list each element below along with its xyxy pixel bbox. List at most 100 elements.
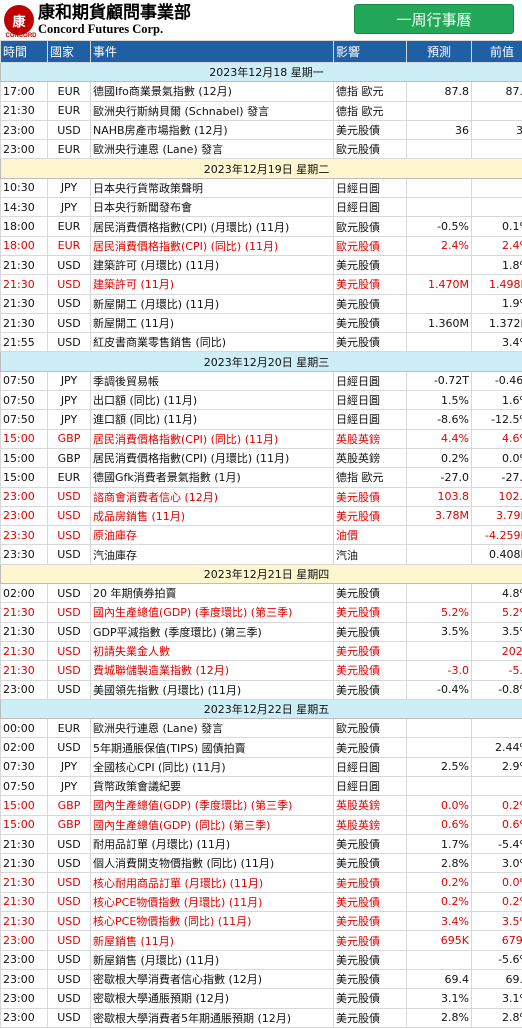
event-previous: -5.4% <box>472 834 522 853</box>
event-country: JPY <box>48 198 91 217</box>
event-name: 出口額 (同比) (11月) <box>91 391 334 410</box>
event-impact: 美元股債 <box>334 680 407 699</box>
event-previous: -0.8% <box>472 680 522 699</box>
event-impact: 美元股債 <box>334 313 407 332</box>
event-country: USD <box>48 487 91 506</box>
event-impact: 美元股債 <box>334 854 407 873</box>
event-previous: 34 <box>472 120 522 139</box>
event-forecast: 695K <box>407 931 472 950</box>
date-row: 2023年12月19日 星期二 <box>1 159 522 178</box>
event-country: USD <box>48 526 91 545</box>
event-country: USD <box>48 622 91 641</box>
event-country: USD <box>48 275 91 294</box>
event-name: 個人消費開支物價指數 (同比) (11月) <box>91 854 334 873</box>
event-country: JPY <box>48 391 91 410</box>
column-header-impact: 影響 <box>334 41 407 63</box>
event-country: USD <box>48 661 91 680</box>
event-name: 歐洲央行連恩 (Lane) 發言 <box>91 719 334 738</box>
event-previous <box>472 198 522 217</box>
event-impact: 日經日圓 <box>334 371 407 390</box>
event-time: 21:30 <box>1 892 48 911</box>
event-time: 21:30 <box>1 834 48 853</box>
event-previous <box>472 776 522 795</box>
event-impact: 美元股債 <box>334 969 407 988</box>
event-time: 21:30 <box>1 873 48 892</box>
event-country: JPY <box>48 371 91 390</box>
event-country: EUR <box>48 101 91 120</box>
event-time: 23:30 <box>1 545 48 564</box>
event-country: EUR <box>48 236 91 255</box>
event-name: 成品房銷售 (11月) <box>91 506 334 525</box>
event-previous: -0.46T <box>472 371 522 390</box>
event-previous <box>472 101 522 120</box>
event-forecast: 0.2% <box>407 892 472 911</box>
event-country: USD <box>48 892 91 911</box>
event-forecast <box>407 294 472 313</box>
event-name: 歐洲央行連恩 (Lane) 發言 <box>91 140 334 159</box>
event-previous: 0.0% <box>472 448 522 467</box>
event-country: USD <box>48 506 91 525</box>
event-previous: -5.6% <box>472 950 522 969</box>
event-impact: 美元股債 <box>334 333 407 352</box>
event-impact: 美元股債 <box>334 584 407 603</box>
event-time: 15:00 <box>1 448 48 467</box>
event-time: 23:00 <box>1 506 48 525</box>
event-name: 日本央行新聞發布會 <box>91 198 334 217</box>
event-previous: 2.44% <box>472 738 522 757</box>
event-impact: 油價 <box>334 526 407 545</box>
event-previous: 1.498M <box>472 275 522 294</box>
event-forecast: -0.5% <box>407 217 472 236</box>
event-country: USD <box>48 834 91 853</box>
event-forecast <box>407 178 472 197</box>
table-row: 21:30USD初請失業金人數美元股債202K <box>1 641 522 660</box>
event-name: 密歇根大學消費者5年期通脹預期 (12月) <box>91 1008 334 1027</box>
event-country: USD <box>48 313 91 332</box>
event-country: JPY <box>48 178 91 197</box>
event-name: 汽油庫存 <box>91 545 334 564</box>
table-header-row: 時間 國家 事件 影響 預測 前值 <box>1 41 522 63</box>
event-name: 國內生產總值(GDP) (同比) (第三季) <box>91 815 334 834</box>
event-name: 歐洲央行斯納貝爾 (Schnabel) 發言 <box>91 101 334 120</box>
event-previous: 3.5% <box>472 912 522 931</box>
logo-icon: 康 <box>4 5 34 35</box>
event-previous: 0.408M <box>472 545 522 564</box>
event-forecast: 3.1% <box>407 989 472 1008</box>
event-forecast: 5.2% <box>407 603 472 622</box>
event-name: 新屋開工 (月環比) (11月) <box>91 294 334 313</box>
column-header-previous: 前值 <box>472 41 522 63</box>
event-previous: 0.2% <box>472 892 522 911</box>
event-forecast: 3.78M <box>407 506 472 525</box>
event-time: 21:30 <box>1 912 48 931</box>
event-previous: 3.0% <box>472 854 522 873</box>
event-impact: 美元股債 <box>334 255 407 274</box>
logo-chinese-name: 康和期貨顧問事業部 <box>38 4 191 22</box>
event-previous: 1.8% <box>472 255 522 274</box>
event-name: 紅皮書商業零售銷售 (同比) <box>91 333 334 352</box>
event-name: 居民消費價格指數(CPI) (同比) (11月) <box>91 429 334 448</box>
event-name: 居民消費價格指數(CPI) (同比) (11月) <box>91 236 334 255</box>
event-name: 居民消費價格指數(CPI) (月環比) (11月) <box>91 217 334 236</box>
event-time: 23:30 <box>1 526 48 545</box>
logo-text: 康和期貨顧問事業部 Concord Futures Corp. <box>38 4 191 36</box>
event-impact: 日經日圓 <box>334 757 407 776</box>
event-time: 23:00 <box>1 950 48 969</box>
event-name: 德國Gfk消費者景氣指數 (1月) <box>91 468 334 487</box>
event-time: 10:30 <box>1 178 48 197</box>
event-previous: -12.5% <box>472 410 522 429</box>
